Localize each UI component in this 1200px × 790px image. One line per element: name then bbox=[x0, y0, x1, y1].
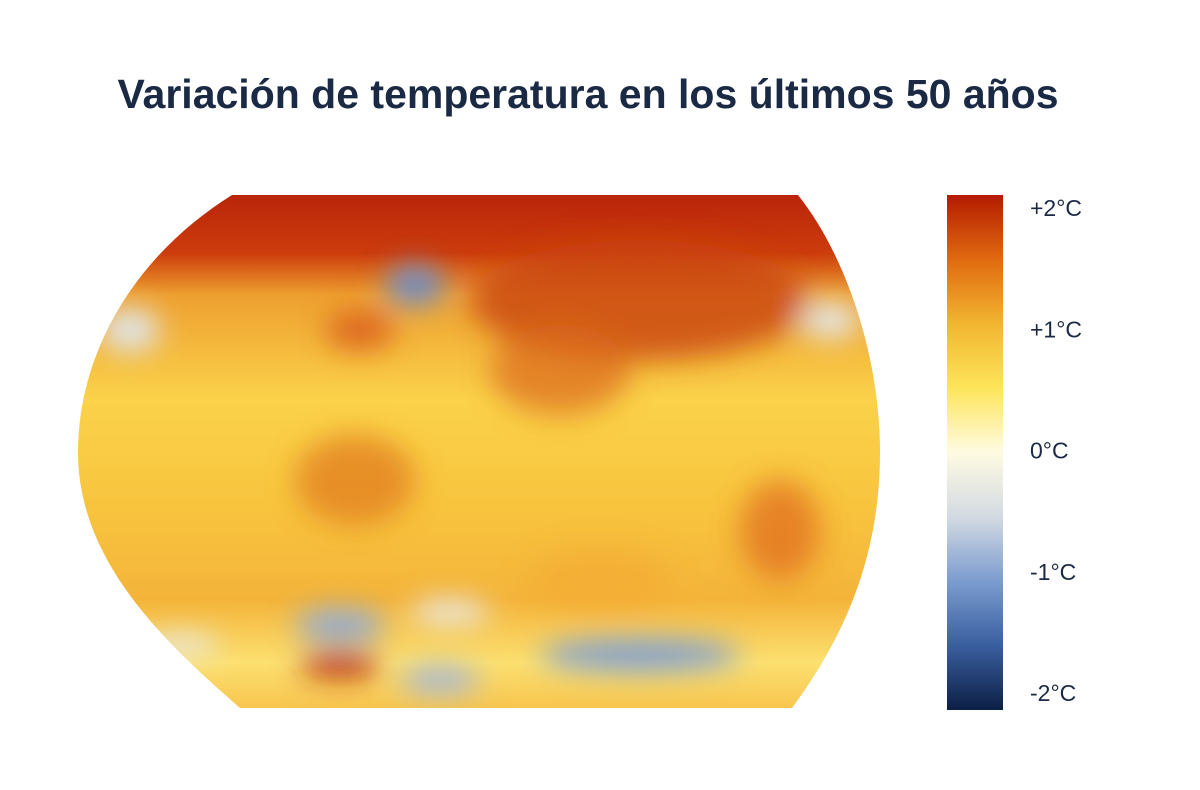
title: Variación de temperatura en los últimos … bbox=[117, 71, 1058, 117]
colorbar-tick-label: -1°C bbox=[1030, 559, 1076, 585]
temperature-map bbox=[78, 195, 880, 708]
colorbar-tick-label: +1°C bbox=[1030, 316, 1082, 342]
colorbar-tick-label: +2°C bbox=[1030, 195, 1082, 221]
colorbar bbox=[947, 195, 1003, 710]
colorbar-tick-label: 0°C bbox=[1030, 438, 1069, 464]
colorbar-tick-label: -2°C bbox=[1030, 680, 1076, 706]
